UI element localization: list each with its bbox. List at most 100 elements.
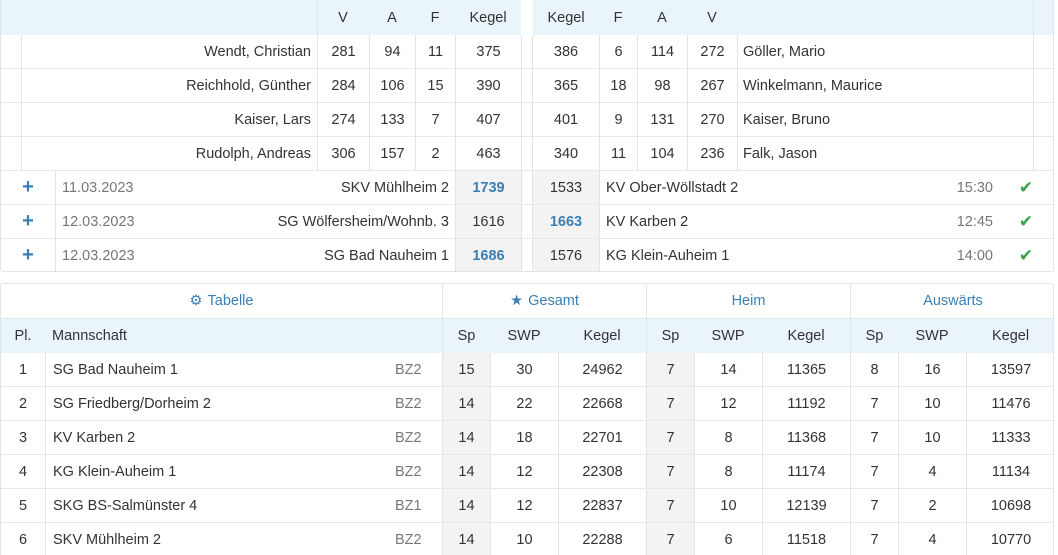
col-header-v-home: V	[338, 10, 348, 26]
match-time: 15:30	[956, 179, 993, 196]
table-a-sp: 7	[850, 455, 898, 488]
match-away-score: 1663	[533, 205, 599, 238]
table-row[interactable]: 3 KV Karben 2 BZ2 14 18 22701 7 8 11368 7 10 11333	[1, 421, 1053, 455]
table-g-kegel: 22837	[558, 489, 646, 522]
table-g-sp: 14	[442, 455, 490, 488]
table-a-sp: 7	[850, 523, 898, 555]
table-g-sp: 14	[442, 387, 490, 420]
match-header-row: V A F Kegel Kegel F A V	[1, 0, 1053, 35]
match-row: +11.03.2023 SKV Mühlheim 2 1739 1533 KV Ober…	[1, 171, 1053, 205]
table-a-kegel: 10698	[966, 489, 1053, 522]
table-row[interactable]: 6 SKV Mühlheim 2 BZ2 14 10 22288 7 6 11518 7 4 1077…	[1, 523, 1053, 555]
away-player-f: 9	[599, 103, 637, 136]
table-a-kegel: 11333	[966, 421, 1053, 454]
table-team-name[interactable]: SG Bad Nauheim 1	[45, 353, 385, 386]
col-header-kegel-away: Kegel	[547, 10, 585, 26]
table-team-name[interactable]: KG Klein-Auheim 1	[45, 455, 385, 488]
table-h-swp: 10	[694, 489, 762, 522]
table-g-swp: 18	[490, 421, 558, 454]
table-a-kegel: 11476	[966, 387, 1053, 420]
home-player-v: 306	[317, 137, 369, 170]
match-date: 11.03.2023	[55, 171, 155, 204]
table-h-sp: 7	[646, 353, 694, 386]
table-place: 6	[18, 531, 28, 548]
table-h-kegel: 11518	[762, 523, 850, 555]
check-icon: ✔	[1018, 177, 1034, 197]
table-h-sp: 7	[646, 387, 694, 420]
table-h-swp: 6	[694, 523, 762, 555]
plus-icon[interactable]: +	[22, 244, 34, 266]
col-header-a-home: A	[387, 10, 397, 26]
table-team-name[interactable]: SKV Mühlheim 2	[45, 523, 385, 555]
plus-icon[interactable]: +	[22, 210, 34, 232]
home-player-name: Wendt, Christian	[204, 43, 311, 60]
table-g-swp: 22	[490, 387, 558, 420]
table-league-badge: BZ2	[395, 395, 422, 412]
table-g-kegel: 22308	[558, 455, 646, 488]
home-player-kegel: 390	[455, 69, 521, 102]
table-a-kegel: 11134	[966, 455, 1053, 488]
away-player-a: 131	[637, 103, 687, 136]
home-player-a: 94	[369, 35, 415, 68]
col-header-h-swp: SWP	[711, 328, 745, 344]
check-icon: ✔	[1018, 211, 1034, 231]
home-player-f: 2	[415, 137, 455, 170]
match-date: 12.03.2023	[55, 205, 155, 238]
tab-heim[interactable]: Heim	[646, 284, 850, 318]
col-header-g-kegel: Kegel	[583, 328, 621, 344]
match-away-team: KV Ober-Wöllstadt 2	[599, 171, 943, 204]
table-row[interactable]: 1 SG Bad Nauheim 1 BZ2 15 30 24962 7 14 11365 8 16…	[1, 353, 1053, 387]
tab-gesamt[interactable]: ★ Gesamt	[442, 284, 646, 318]
table-g-kegel: 24962	[558, 353, 646, 386]
table-h-swp: 8	[694, 421, 762, 454]
table-g-kegel: 22288	[558, 523, 646, 555]
player-row: Reichhold, Günther 284 106 15 390 365 18 98 267 W…	[1, 69, 1053, 103]
match-home-team: SKV Mühlheim 2	[341, 179, 449, 196]
away-player-v: 267	[687, 69, 737, 102]
gear-icon: ⚙	[189, 293, 203, 309]
match-details-panel: V A F Kegel Kegel F A V Wendt, Christian…	[0, 0, 1054, 272]
table-g-sp: 14	[442, 523, 490, 555]
table-row[interactable]: 2 SG Friedberg/Dorheim 2 BZ2 14 22 22668 7 12 11…	[1, 387, 1053, 421]
table-team-name[interactable]: SKG BS-Salmünster 4	[45, 489, 385, 522]
plus-icon[interactable]: +	[22, 176, 34, 198]
table-row[interactable]: 5 SKG BS-Salmünster 4 BZ1 14 12 22837 7 10 12139…	[1, 489, 1053, 523]
match-away-team: KV Karben 2	[599, 205, 943, 238]
col-header-f-home: F	[430, 10, 440, 26]
home-player-kegel: 375	[455, 35, 521, 68]
table-h-kegel: 12139	[762, 489, 850, 522]
tab-auswaerts[interactable]: Auswärts	[850, 284, 1053, 318]
table-a-swp: 10	[898, 387, 966, 420]
home-player-f: 11	[415, 35, 455, 68]
table-header-row: Pl. Mannschaft Sp SWP Kegel Sp SWP Kegel…	[1, 319, 1053, 353]
away-player-kegel: 386	[553, 43, 579, 60]
match-away-score: 1576	[533, 239, 599, 271]
table-g-sp: 14	[442, 421, 490, 454]
table-a-swp: 2	[898, 489, 966, 522]
table-a-swp: 10	[898, 421, 966, 454]
table-team-name[interactable]: SG Friedberg/Dorheim 2	[45, 387, 385, 420]
match-home-team: SG Bad Nauheim 1	[324, 247, 449, 264]
table-h-swp: 14	[694, 353, 762, 386]
table-place: 4	[18, 463, 28, 480]
home-player-name: Reichhold, Günther	[186, 77, 311, 94]
away-player-v: 272	[687, 35, 737, 68]
away-player-a: 104	[637, 137, 687, 170]
table-a-sp: 7	[850, 489, 898, 522]
check-icon: ✔	[1018, 245, 1034, 265]
player-row: Rudolph, Andreas 306 157 2 463 340 11 104 236 Fal…	[1, 137, 1053, 171]
table-row[interactable]: 4 KG Klein-Auheim 1 BZ2 14 12 22308 7 8 11174 7 4 1…	[1, 455, 1053, 489]
player-row: Kaiser, Lars 274 133 7 407 401 9 131 270 Kaiser, …	[1, 103, 1053, 137]
tab-tabelle[interactable]: ⚙ Tabelle	[189, 293, 254, 309]
table-a-kegel: 10770	[966, 523, 1053, 555]
home-player-a: 106	[369, 69, 415, 102]
match-home-score: 1686	[455, 239, 521, 271]
table-a-swp: 4	[898, 455, 966, 488]
table-team-name[interactable]: KV Karben 2	[45, 421, 385, 454]
home-player-v: 284	[317, 69, 369, 102]
home-player-kegel: 463	[455, 137, 521, 170]
star-icon: ★	[510, 293, 524, 309]
table-place: 2	[18, 395, 28, 412]
match-away-team: KG Klein-Auheim 1	[599, 239, 943, 271]
table-a-sp: 7	[850, 387, 898, 420]
